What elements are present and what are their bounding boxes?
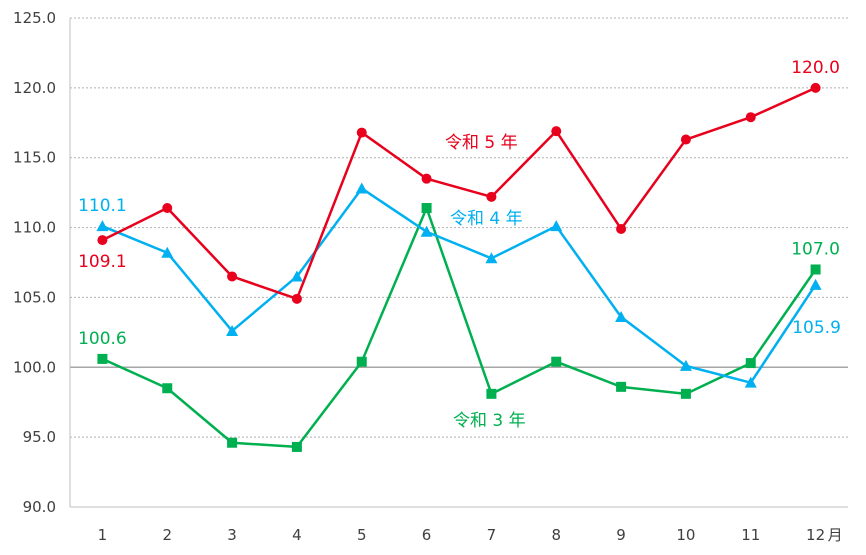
x-unit-label: 月 <box>828 526 843 544</box>
point-r3 <box>97 353 108 364</box>
data-label-r5: 120.0 <box>791 58 840 78</box>
point-r4 <box>420 225 433 237</box>
point-r4 <box>679 359 692 371</box>
point-r5 <box>745 112 756 123</box>
point-r3 <box>486 388 497 399</box>
series-labels: 令和 5 年 令和 4 年 令和 3 年 <box>445 133 526 431</box>
point-r3 <box>162 383 173 394</box>
point-r5 <box>356 127 367 138</box>
point-r4 <box>161 246 174 258</box>
y-axis: 90.0 95.0 100.0 105.0 110.0 115.0 120.0 125.0 <box>13 9 71 516</box>
point-r5 <box>616 223 627 234</box>
point-r4 <box>744 376 757 388</box>
data-label-r4: 105.9 <box>792 318 841 338</box>
point-r3 <box>227 437 238 448</box>
data-labels: 109.1 120.0 110.1 105.9 100.6 107.0 <box>78 58 841 349</box>
x-tick-label: 12 <box>806 526 825 544</box>
point-r3 <box>616 381 627 392</box>
x-tick-label: 2 <box>162 526 172 544</box>
point-r5 <box>551 126 562 137</box>
point-r3 <box>551 356 562 367</box>
x-axis: 1 2 3 4 5 6 7 8 9 10 11 12 月 <box>70 506 848 544</box>
point-r4 <box>96 220 109 232</box>
point-r5 <box>162 203 173 214</box>
x-tick-label: 4 <box>292 526 302 544</box>
point-r3 <box>291 441 302 452</box>
y-tick-label: 105.0 <box>13 288 56 306</box>
point-r3 <box>421 203 432 214</box>
y-tick-label: 120.0 <box>13 79 56 97</box>
point-r3 <box>356 356 367 367</box>
x-tick-label: 9 <box>616 526 626 544</box>
point-r3 <box>745 358 756 369</box>
data-label-r3: 100.6 <box>78 329 127 349</box>
point-r3 <box>810 264 821 275</box>
point-r5 <box>421 173 432 184</box>
series-label-r3: 令和 3 年 <box>453 411 526 431</box>
series-line-r3 <box>101 206 817 449</box>
data-label-r3: 107.0 <box>791 239 840 259</box>
point-r5 <box>97 235 108 246</box>
x-tick-label: 7 <box>487 526 497 544</box>
point-r4 <box>485 252 498 264</box>
point-r5 <box>291 293 302 304</box>
grid-lines <box>70 17 848 438</box>
data-label-r5: 109.1 <box>78 252 127 272</box>
point-r4 <box>809 278 822 290</box>
point-r4 <box>550 220 563 232</box>
series-line-r4 <box>101 187 817 384</box>
y-tick-label: 90.0 <box>23 498 56 516</box>
x-tick-label: 1 <box>98 526 108 544</box>
x-tick-label: 5 <box>357 526 367 544</box>
x-tick-label: 6 <box>422 526 432 544</box>
point-r3 <box>680 388 691 399</box>
point-r5 <box>227 271 238 282</box>
y-tick-label: 100.0 <box>13 358 56 376</box>
x-tick-label: 11 <box>741 526 760 544</box>
x-tick-label: 8 <box>551 526 561 544</box>
point-r5 <box>486 191 497 202</box>
x-tick-label: 3 <box>227 526 237 544</box>
point-r5 <box>680 134 691 145</box>
y-tick-label: 125.0 <box>13 9 56 27</box>
series-label-r4: 令和 4 年 <box>450 209 523 229</box>
series-line-r5 <box>101 86 817 301</box>
y-tick-label: 115.0 <box>13 149 56 167</box>
x-tick-label: 10 <box>676 526 695 544</box>
point-r5 <box>810 82 821 93</box>
series-markers <box>96 82 822 452</box>
data-label-r4: 110.1 <box>78 196 127 216</box>
y-tick-label: 110.0 <box>13 219 56 237</box>
point-r4 <box>615 310 628 322</box>
point-r4 <box>226 324 239 336</box>
series-lines <box>101 86 817 449</box>
point-r4 <box>355 182 368 194</box>
point-r4 <box>290 270 303 282</box>
series-label-r5: 令和 5 年 <box>445 133 518 153</box>
y-tick-label: 95.0 <box>23 428 56 446</box>
